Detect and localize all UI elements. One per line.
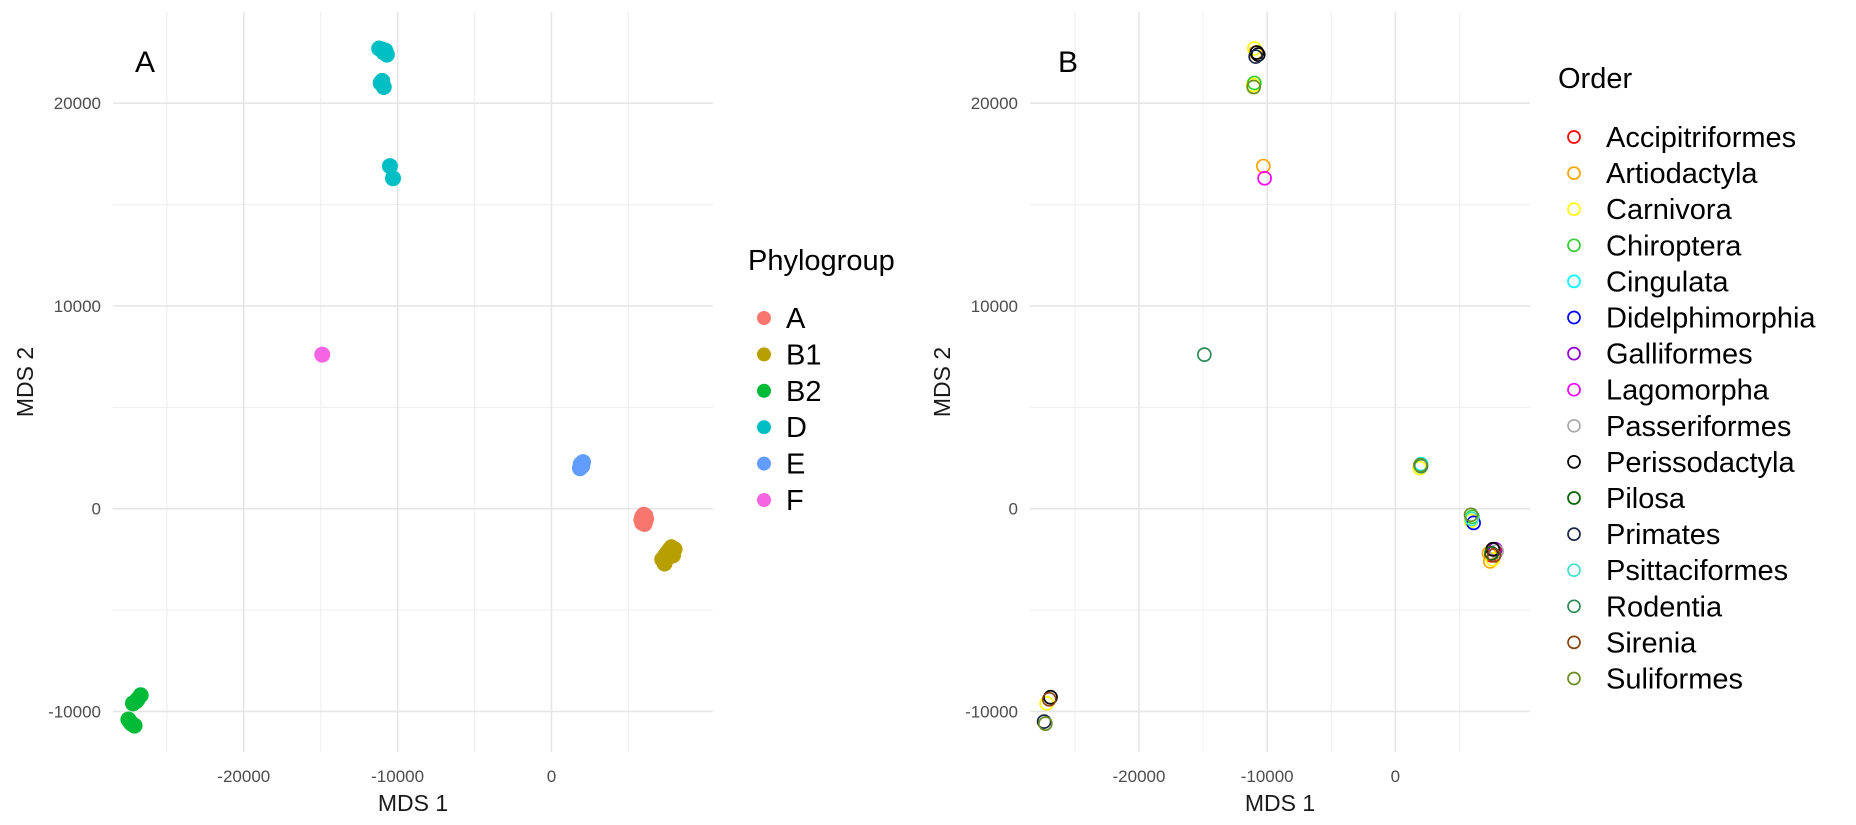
- legend-key: [1567, 166, 1581, 180]
- data-point: [1250, 47, 1266, 62]
- y-tick-label: 10000: [54, 297, 101, 316]
- legend-key: [1567, 238, 1581, 253]
- x-axis-title: MDS 1: [1245, 790, 1315, 816]
- panel-tag: A: [135, 46, 155, 79]
- y-tick-label: 20000: [54, 94, 101, 113]
- data-points: [120, 40, 683, 734]
- data-point: [120, 711, 137, 728]
- data-point: [128, 693, 145, 710]
- legend-label: Chiroptera: [1606, 230, 1742, 262]
- data-point: [1043, 689, 1058, 705]
- x-tick-label: -20000: [1113, 767, 1166, 786]
- legend-label: Rodentia: [1606, 591, 1723, 623]
- legend-key: [1567, 563, 1581, 578]
- panel-b: -20000 -10000 0 -10000 0 10000 20000 MDS 1 MDS 2…: [929, 12, 1816, 816]
- legend-label: Pilosa: [1606, 483, 1686, 515]
- legend-key: [757, 311, 771, 325]
- legend-key: [1567, 599, 1581, 614]
- legend-key: [757, 493, 771, 507]
- legend-key: [1567, 455, 1581, 469]
- legend-label: Didelphimorphia: [1606, 303, 1816, 335]
- data-point: [374, 41, 391, 58]
- data-point: [1413, 457, 1428, 473]
- y-tick-label: 0: [1009, 500, 1018, 519]
- legend-key: [1567, 527, 1581, 541]
- x-tick-label: -10000: [1241, 767, 1294, 786]
- legend-label: Lagomorpha: [1606, 375, 1770, 407]
- y-tick-label: -10000: [965, 702, 1018, 721]
- legend-key: [757, 420, 771, 435]
- legend-key: [1567, 310, 1581, 325]
- data-point: [381, 158, 398, 175]
- data-point: [374, 72, 391, 89]
- data-point: [661, 546, 678, 563]
- legend-title: Order: [1558, 63, 1632, 95]
- x-tick-label: 0: [1391, 767, 1400, 786]
- data-point: [1486, 547, 1502, 563]
- legend-key: [1567, 202, 1581, 217]
- legend: Order Accipitriformes Artiodactyla Carnivor…: [1558, 63, 1816, 696]
- legend-label: Artiodactyla: [1606, 158, 1758, 190]
- data-point: [385, 170, 401, 187]
- x-axis-title: MDS 1: [378, 790, 448, 816]
- y-tick-label: 0: [92, 500, 101, 519]
- y-axis-title: MDS 2: [12, 347, 38, 417]
- panel-a: -20000 -10000 0 -10000 0 10000 20000 MDS 1 MDS 2…: [12, 12, 895, 816]
- data-point: [314, 346, 331, 363]
- data-point: [637, 507, 654, 524]
- legend-label: Passeriformes: [1606, 411, 1791, 443]
- legend-key: [1567, 130, 1581, 144]
- y-tick-label: -10000: [48, 702, 101, 721]
- legend-key: [1567, 671, 1581, 686]
- data-point: [1257, 170, 1272, 186]
- data-point: [1036, 714, 1052, 729]
- data-point: [1463, 507, 1479, 523]
- legend-label: Suliformes: [1606, 664, 1743, 696]
- y-axis-title: MDS 2: [929, 347, 955, 417]
- x-tick-label: 0: [547, 767, 556, 786]
- legend-title: Phylogroup: [748, 245, 895, 277]
- data-point: [1248, 49, 1263, 64]
- legend-label: A: [786, 303, 806, 335]
- y-tick-label: 10000: [971, 297, 1018, 316]
- legend-label: Cingulata: [1606, 266, 1729, 298]
- legend-label: F: [786, 485, 804, 517]
- y-tick-label: 20000: [971, 94, 1018, 113]
- legend-label: Primates: [1606, 519, 1720, 551]
- data-point: [1197, 347, 1212, 362]
- legend-label: E: [786, 449, 805, 481]
- legend-key: [1567, 635, 1581, 650]
- legend: Phylogroup A B1 B2 DEF: [748, 245, 895, 517]
- legend-key: [1567, 274, 1581, 289]
- data-point: [1484, 545, 1499, 561]
- gridlines: [1030, 12, 1530, 752]
- legend-label: B2: [786, 376, 821, 408]
- data-point: [1038, 716, 1053, 731]
- data-points: [1036, 41, 1505, 731]
- legend-label: Perissodactyla: [1606, 447, 1795, 479]
- data-point: [1246, 79, 1262, 95]
- legend-label: Sirenia: [1606, 627, 1697, 659]
- data-point: [575, 454, 591, 471]
- panel-tag: B: [1058, 46, 1078, 79]
- x-tick-label: -20000: [217, 767, 270, 786]
- data-point: [1041, 691, 1057, 707]
- legend-key: [1567, 346, 1581, 361]
- legend-key: [757, 347, 771, 362]
- legend-key: [757, 383, 771, 398]
- x-tick-label: -10000: [371, 767, 424, 786]
- legend-label: Carnivora: [1606, 194, 1733, 226]
- legend-key: [1567, 382, 1581, 397]
- legend-key: [1567, 418, 1581, 433]
- legend-label: D: [786, 412, 807, 444]
- legend-label: B1: [786, 339, 821, 371]
- legend-key: [757, 456, 771, 471]
- legend-label: Accipitriformes: [1606, 122, 1796, 154]
- legend-label: Galliformes: [1606, 339, 1753, 371]
- gridlines: [113, 12, 713, 752]
- legend-label: Psittaciformes: [1606, 555, 1788, 587]
- legend-key: [1567, 491, 1581, 505]
